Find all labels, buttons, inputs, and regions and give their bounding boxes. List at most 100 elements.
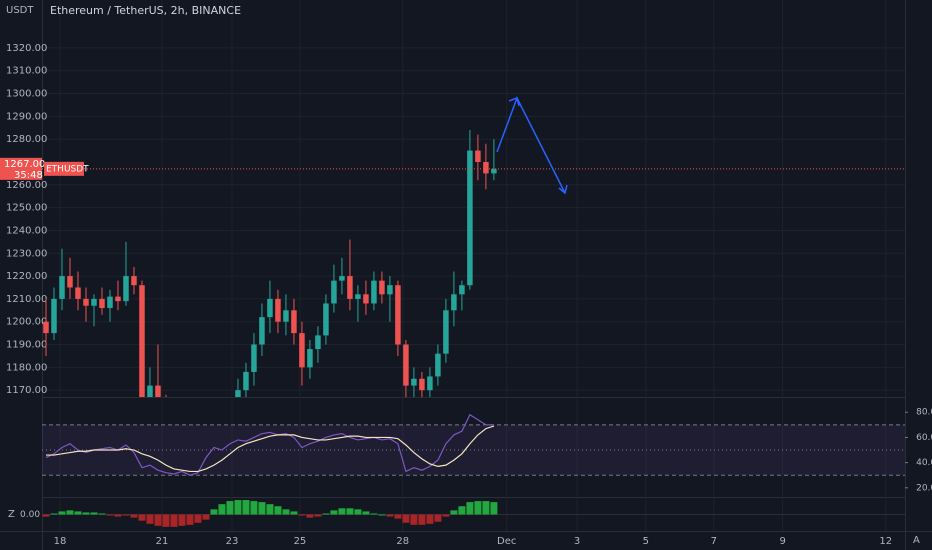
candle-body	[155, 385, 161, 397]
x-tick-label: 12	[879, 536, 892, 547]
histogram-bar	[250, 501, 258, 515]
histogram-bar	[474, 501, 482, 515]
tool-button[interactable]: Z	[8, 509, 15, 520]
histogram-bar	[226, 501, 234, 515]
y-tick-label: 60.00	[916, 433, 932, 443]
histogram-bar	[442, 514, 450, 517]
last-price-label: 1267.00	[4, 159, 45, 170]
candle-body	[427, 376, 433, 391]
candle-body	[115, 296, 121, 302]
histogram-bar	[82, 512, 90, 515]
histogram-bar	[58, 511, 66, 515]
histogram-bar	[210, 509, 218, 515]
x-tick-label: Dec	[497, 536, 516, 547]
candle-body	[99, 298, 105, 309]
candle-body	[243, 371, 249, 391]
histogram-bar	[426, 514, 434, 524]
candle-body	[371, 280, 377, 304]
candle-body	[379, 280, 385, 295]
y-tick-label: 20.00	[916, 483, 932, 493]
y-tick-label: 1220.00	[6, 271, 47, 282]
histogram-bar	[106, 514, 114, 516]
histogram-bar	[98, 513, 106, 515]
band-fill	[42, 424, 905, 476]
x-tick-label: 9	[779, 536, 785, 547]
candle-body	[435, 353, 441, 377]
candles	[43, 130, 497, 397]
histogram-bar	[66, 510, 74, 515]
candle-body	[491, 168, 497, 174]
y-tick-label: 1200.00	[6, 317, 47, 328]
candle-body	[419, 378, 425, 391]
histogram-bar	[330, 510, 338, 515]
candle-body	[251, 344, 257, 372]
candle-body	[451, 294, 457, 311]
x-tick-label: 25	[294, 536, 307, 547]
candle-body	[139, 285, 145, 397]
candle-body	[331, 280, 337, 304]
y-tick-label: 1260.00	[6, 180, 47, 191]
tool-button[interactable]: A	[913, 535, 920, 546]
histogram-bar	[322, 513, 330, 515]
histogram-bar	[266, 504, 274, 515]
histogram-bar	[274, 506, 282, 515]
histogram-bar	[90, 512, 98, 515]
y-tick-label: 1170.00	[6, 385, 47, 396]
histogram-bar	[314, 514, 322, 517]
candle-body	[395, 285, 401, 345]
candle-body	[299, 333, 305, 368]
candle-body	[67, 276, 73, 288]
symbol-badge	[44, 161, 84, 176]
candle-body	[475, 150, 481, 162]
candle-body	[267, 298, 273, 318]
histogram-bar	[346, 508, 354, 515]
y-tick-label: 0.00	[20, 510, 40, 520]
candle-body	[307, 349, 313, 368]
candle-body	[123, 276, 129, 302]
y-tick-label: 80.00	[916, 408, 932, 418]
candle-body	[403, 344, 409, 386]
candle-body	[467, 150, 473, 286]
y-tick-label: 1190.00	[6, 340, 47, 351]
histogram-bar	[170, 514, 178, 527]
currency-label: USDT	[6, 5, 34, 16]
histogram-bar	[122, 514, 130, 516]
x-tick-label: 23	[226, 536, 239, 547]
y-tick-label: 40.00	[916, 458, 932, 468]
histogram-bar	[162, 514, 170, 527]
histogram-bar	[378, 514, 386, 516]
x-tick-label: 5	[643, 536, 649, 547]
y-tick-label: 1180.00	[6, 362, 47, 373]
last-price-badge	[0, 157, 42, 180]
histogram-bar	[290, 511, 298, 515]
candle-body	[387, 285, 393, 295]
candle-body	[483, 161, 489, 174]
histogram-bar	[218, 504, 226, 515]
candle-body	[459, 285, 465, 295]
countdown-label: 35:48	[14, 170, 43, 181]
histogram-bar	[338, 508, 346, 515]
histogram-bar	[410, 514, 418, 525]
histogram-bar	[258, 502, 266, 515]
candle-body	[443, 310, 449, 354]
candle-body	[347, 276, 353, 299]
histogram-bar	[418, 514, 426, 525]
x-tick-label: 3	[574, 536, 580, 547]
x-tick-label: 28	[396, 536, 409, 547]
candle-body	[91, 298, 97, 306]
rsi-line	[45, 413, 494, 476]
y-tick-label: 1300.00	[6, 89, 47, 100]
y-tick-label: 1320.00	[6, 43, 47, 54]
candle-body	[43, 321, 49, 334]
candle-body	[75, 287, 81, 299]
x-tick-label: 18	[54, 536, 67, 547]
histogram-bar	[186, 514, 194, 525]
chart-title: Ethereum / TetherUS, 2h, BINANCE	[50, 4, 241, 17]
y-tick-label: 1290.00	[6, 111, 47, 122]
candle-body	[275, 298, 281, 322]
histogram-bar	[394, 514, 402, 519]
histogram-bar	[234, 500, 242, 515]
histogram-bar	[450, 510, 458, 515]
